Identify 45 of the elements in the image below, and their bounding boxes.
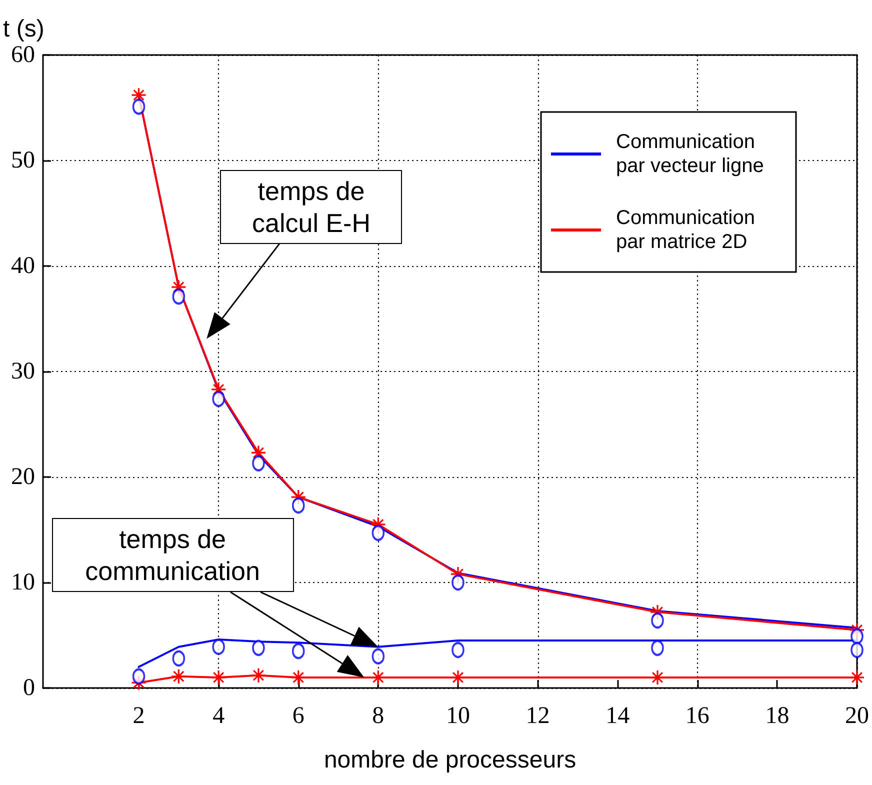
point (850, 642, 864, 658)
point (372, 524, 385, 541)
legend-label: Communication par matrice 2D (616, 207, 761, 253)
point (252, 640, 265, 656)
x-tick-label: 18 (765, 703, 790, 729)
x-tick-label: 6 (292, 703, 304, 729)
point (210, 670, 226, 686)
annotation: temps de calcul E-H (220, 170, 402, 244)
y-tick-label: 20 (11, 464, 35, 490)
point (451, 574, 464, 590)
point (250, 668, 266, 684)
x-tick-label: 10 (446, 703, 470, 729)
y-tick-label: 60 (11, 42, 35, 68)
point (372, 648, 385, 664)
x-axis-title: nombre de processeurs (324, 746, 576, 774)
x-tick-label: 8 (372, 703, 384, 729)
x-tick-label: 4 (212, 703, 225, 729)
point (212, 390, 226, 407)
point (451, 642, 464, 658)
y-tick-label: 10 (11, 570, 35, 596)
point (292, 643, 305, 660)
y-tick-label: 40 (11, 253, 35, 279)
point (172, 650, 186, 666)
point (651, 612, 664, 628)
point (132, 668, 146, 684)
point (212, 638, 226, 655)
y-axis-title: t (s) (3, 16, 44, 42)
point (172, 288, 186, 305)
x-tick-label: 12 (526, 703, 550, 729)
point (170, 668, 186, 684)
x-tick-label: 14 (606, 703, 630, 729)
y-tick-label: 30 (11, 358, 35, 384)
point (132, 98, 146, 115)
point (252, 455, 265, 472)
x-tick-label: 16 (685, 703, 710, 729)
x-tick-label: 2 (132, 703, 145, 729)
legend-label: Communication par vecteur ligne (616, 131, 764, 177)
point (651, 640, 664, 656)
point (850, 628, 864, 644)
point (130, 87, 147, 103)
y-tick-label: 50 (11, 148, 35, 174)
point (292, 497, 305, 514)
y-tick-label: 0 (23, 675, 35, 701)
annotation: temps de communication (52, 518, 294, 592)
x-tick-label: 20 (845, 703, 869, 729)
